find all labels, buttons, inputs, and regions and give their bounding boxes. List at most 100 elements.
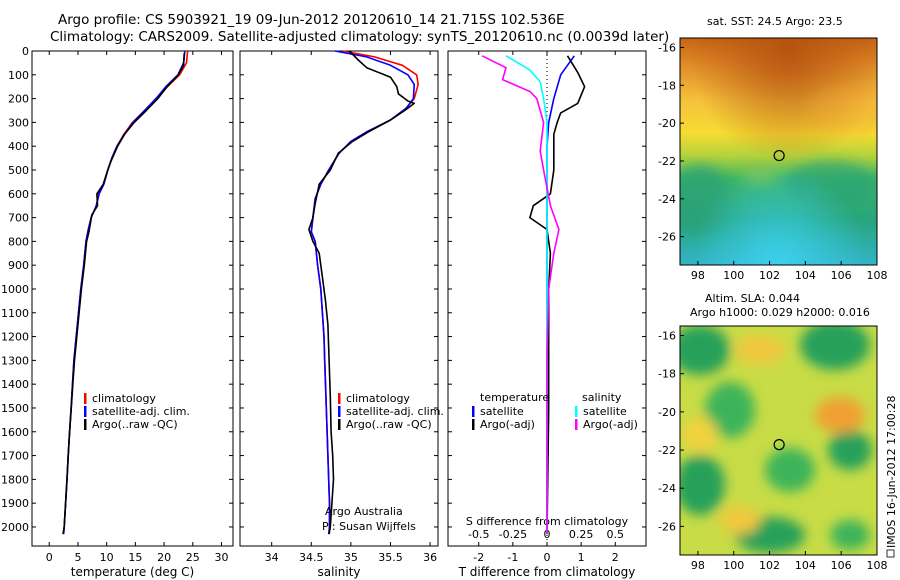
- top-scale-label: 0.25: [569, 528, 594, 541]
- x-axis-label: temperature (deg C): [71, 565, 194, 579]
- temp-legend-swatch: [84, 393, 87, 404]
- salinity-note-2: PI: Susan Wijffels: [322, 520, 416, 533]
- sal-legend-label: Argo(..raw -QC): [346, 418, 432, 431]
- x-tick-label: 30: [215, 551, 229, 564]
- sla-map-frame: [679, 325, 878, 556]
- temp-legend-label: Argo(..raw -QC): [92, 418, 178, 431]
- map-x-tick-label: 98: [691, 559, 705, 572]
- y-tick-label: 1700: [1, 450, 29, 463]
- map-x-tick-label: 108: [867, 269, 888, 282]
- x-tick-label: 5: [74, 551, 81, 564]
- map-y-tick-label: -26: [658, 520, 676, 533]
- diff-legend-temp-head: temperature: [480, 391, 549, 404]
- map-y-tick-label: -16: [658, 41, 676, 54]
- y-tick-label: 100: [8, 69, 29, 82]
- map-y-tick-label: -20: [658, 117, 676, 130]
- map-y-tick-label: -24: [658, 193, 676, 206]
- x-axis-label: salinity: [317, 565, 360, 579]
- profile-panels: 0 5 10 15 20 25 300100200300400500600700800900…: [1, 45, 647, 579]
- panel-salinity: 34 34.5 35 35.5 36 salinity: [239, 50, 439, 579]
- series-line: [481, 55, 560, 535]
- footer-side-label: IMOS 16-Jun-2012 17:00:28: [885, 395, 898, 548]
- map-x-tick-label: 100: [723, 269, 744, 282]
- y-tick-label: 1400: [1, 378, 29, 391]
- x-tick-label: 1: [578, 551, 585, 564]
- sal-legend-swatch: [338, 393, 341, 404]
- y-tick-label: 0: [22, 45, 29, 58]
- x-tick-label: -2: [473, 551, 484, 564]
- panel-difference: -2 -1 0 1 2T difference from climatology -0.5…: [447, 50, 647, 579]
- map-y-tick-label: -20: [658, 406, 676, 419]
- argo-location-marker: [773, 439, 785, 451]
- sal-legend-label: satellite-adj. clim.: [346, 405, 444, 418]
- y-tick-label: 1900: [1, 497, 29, 510]
- map-y-tick-label: -22: [658, 155, 676, 168]
- top-scale-label: -0.5: [468, 528, 489, 541]
- x-tick-label: 15: [128, 551, 142, 564]
- map-axes-sst: 98 100 102 104 106 108 -16 -18 -20 -22 -24 -26: [658, 41, 887, 282]
- panel-frame: [31, 50, 234, 547]
- figure-title-line2: Climatology: CARS2009. Satellite-adjuste…: [50, 29, 670, 45]
- y-tick-label: 800: [8, 235, 29, 248]
- panel-frame: [239, 50, 439, 547]
- x-tick-label: 25: [186, 551, 200, 564]
- y-tick-label: 1800: [1, 473, 29, 486]
- y-tick-label: 1100: [1, 307, 29, 320]
- y-tick-label: 1600: [1, 426, 29, 439]
- map-x-tick-label: 106: [831, 269, 852, 282]
- map-x-tick-label: 106: [831, 559, 852, 572]
- x-tick-label: 0: [46, 551, 53, 564]
- y-tick-label: 400: [8, 140, 29, 153]
- series-line: [529, 55, 586, 535]
- top-scale-label: -0.25: [499, 528, 527, 541]
- x-tick-label: 34: [265, 551, 279, 564]
- y-tick-label: 1500: [1, 402, 29, 415]
- diff-sal-legend-label: Argo(-adj): [583, 418, 638, 431]
- x-tick-label: -1: [507, 551, 518, 564]
- map-x-tick-label: 98: [691, 269, 705, 282]
- map-x-tick-label: 108: [867, 559, 888, 572]
- map-axes-sla: 98 100 102 104 106 108 -16 -18 -20 -22 -24 -26: [658, 330, 887, 572]
- footer-side-box: [886, 549, 895, 558]
- series-line: [310, 50, 416, 535]
- map-x-tick-label: 102: [759, 269, 780, 282]
- x-tick-label: 20: [157, 551, 171, 564]
- map-x-tick-label: 100: [723, 559, 744, 572]
- map-y-tick-label: -26: [658, 231, 676, 244]
- temp-legend-label: satellite-adj. clim.: [92, 405, 190, 418]
- x-tick-label: 35.5: [378, 551, 403, 564]
- map-x-tick-label: 102: [759, 559, 780, 572]
- sst-map-frame: [679, 37, 878, 266]
- series-line: [308, 50, 416, 535]
- temp-legend-swatch: [84, 419, 87, 430]
- y-tick-label: 900: [8, 259, 29, 272]
- x-tick-label: 35: [344, 551, 358, 564]
- diff-sal-legend-label: satellite: [583, 405, 627, 418]
- y-tick-label: 2000: [1, 521, 29, 534]
- y-tick-label: 300: [8, 116, 29, 129]
- x-axis-label: T difference from climatology: [458, 565, 636, 579]
- map2-title-line2: Argo h1000: 0.029 h2000: 0.016: [690, 306, 870, 319]
- diff-temp-legend-label: satellite: [480, 405, 524, 418]
- temp-legend-label: climatology: [92, 392, 156, 405]
- y-tick-label: 700: [8, 212, 29, 225]
- panel-temperature: 0 5 10 15 20 25 300100200300400500600700800900…: [1, 45, 234, 579]
- diff-temp-legend-swatch: [472, 406, 475, 417]
- map1-title: sat. SST: 24.5 Argo: 23.5: [707, 15, 843, 28]
- map-x-tick-label: 104: [795, 269, 816, 282]
- diff-temp-legend-swatch: [472, 419, 475, 430]
- top-scale-label: 0: [544, 528, 551, 541]
- map-axes: 98 100 102 104 106 108 -16 -18 -20 -22 -24 -26 98 100…: [658, 41, 887, 572]
- sal-legend-label: climatology: [346, 392, 410, 405]
- y-tick-label: 1000: [1, 283, 29, 296]
- map-y-tick-label: -18: [658, 368, 676, 381]
- argo-location-marker: [773, 149, 785, 162]
- x-tick-label: 0: [544, 551, 551, 564]
- x-tick-label: 34.5: [299, 551, 324, 564]
- y-tick-label: 200: [8, 93, 29, 106]
- temp-legend-swatch: [84, 406, 87, 417]
- sal-legend-swatch: [338, 406, 341, 417]
- series-line: [62, 53, 185, 535]
- sal-legend-swatch: [338, 419, 341, 430]
